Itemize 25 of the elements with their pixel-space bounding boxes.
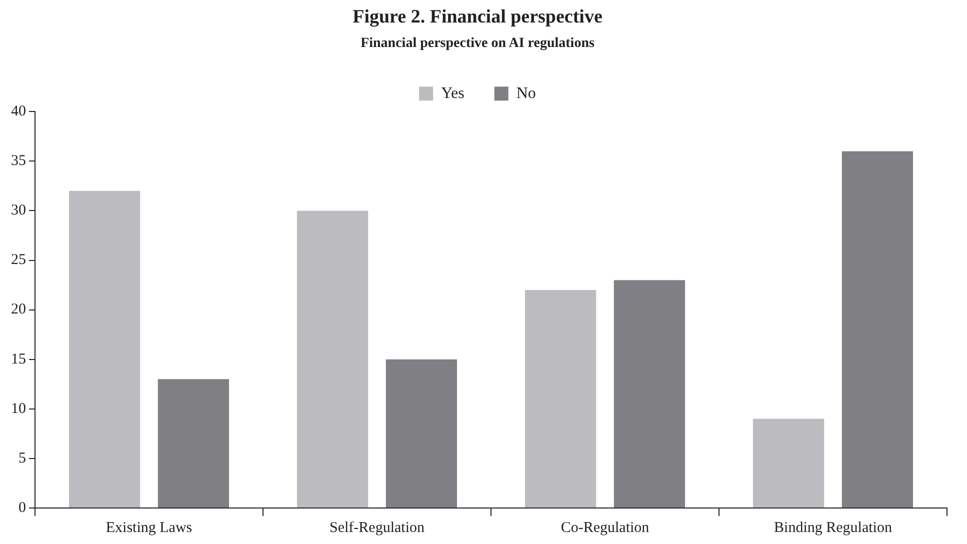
chart-subtitle: Financial perspective on AI regulations (360, 36, 595, 51)
bar (68, 190, 140, 508)
x-tick-label: Existing Laws (106, 520, 192, 536)
y-tick-label: 5 (18, 450, 26, 466)
x-tick-label: Co-Regulation (560, 520, 650, 536)
y-tick-label: 25 (11, 252, 26, 268)
x-tick-label: Binding Regulation (774, 520, 892, 536)
y-tick-label: 15 (11, 351, 26, 368)
y-tick-label: 20 (11, 302, 26, 318)
bar (614, 280, 686, 508)
y-tick-label: 35 (11, 153, 26, 170)
legend-label: No (516, 84, 536, 102)
bar (158, 379, 230, 508)
y-tick-label: 10 (11, 400, 26, 417)
x-tick-label: Self-Regulation (330, 520, 425, 536)
bar (524, 290, 596, 508)
chart-title: Figure 2. Financial perspective (352, 6, 602, 28)
y-tick-label: 0 (18, 500, 26, 516)
bar (752, 418, 824, 508)
bar (386, 359, 458, 508)
y-tick-label: 40 (11, 104, 26, 120)
bar (842, 151, 914, 508)
y-tick-label: 30 (11, 202, 26, 219)
bar (296, 210, 368, 508)
legend-label: Yes (441, 84, 464, 102)
